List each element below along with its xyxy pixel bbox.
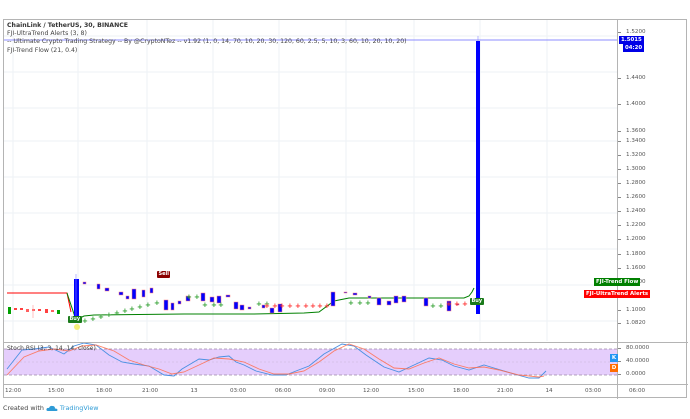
stoch-rsi-pane[interactable]: Stoch RSI (3, 3, 14, 14, close) [4,342,617,385]
time-tick: 21:00 [141,388,159,394]
svg-text:+: + [90,315,96,323]
svg-text:+: + [287,302,293,310]
price-chart-canvas: + + + + + + + + + ++ + + + + + + + + + + + + + + + + + + +… [4,20,617,341]
trend-flow-label: FJI-Trend Flow [594,278,641,286]
tradingview-cloud-icon [46,405,58,411]
time-tick: 15:00 [407,388,425,394]
rsi-scale[interactable]: 80.0000 40.0000 0.0000 [617,342,688,385]
price-tick: 1.2800 [618,180,646,186]
svg-text:+: + [129,305,135,313]
svg-text:+: + [462,300,468,308]
time-tick: 21:00 [496,388,514,394]
price-tick: 1.3400 [618,138,646,144]
bar-countdown: 04:20 [623,44,645,52]
rsi-tick: 80.0000 [617,345,650,351]
chart-legend: ChainLink / TetherUS, 30, BINANCE FJI-Ul… [7,22,407,55]
price-tick: 1.4400 [618,75,646,81]
svg-text:+: + [106,311,112,319]
price-tick: 1.5200 [618,29,646,35]
svg-text:+: + [303,302,309,310]
price-tick: 1.2200 [618,222,646,228]
svg-text:+: + [194,293,200,301]
stoch-rsi-canvas [4,343,617,379]
rsi-tick: 0.0000 [618,371,646,377]
stoch-rsi-legend[interactable]: Stoch RSI (3, 3, 14, 14, close) [7,345,96,352]
price-tick: 1.0820 [618,320,646,326]
price-tick: 1.2000 [618,236,646,242]
sell-signal-badge: Sell [157,271,171,278]
time-tick: 03:00 [229,388,247,394]
chart-frame: + + + + + + + + + + + + + + + + + + + + + + + + + + + + + +… [3,19,688,399]
tradingview-brand: TradingView [59,404,99,412]
svg-text:+: + [211,301,217,309]
svg-text:+: + [324,302,330,310]
svg-text:+: + [310,302,316,310]
buy-signal-badge: Buy [68,316,82,323]
indicator-ultratrend[interactable]: FJI-UltraTrend Alerts (3, 8) [7,30,87,38]
price-tick: 1.1600 [618,265,646,271]
footer: Created with TradingView [3,404,99,412]
price-tick: 1.3600 [618,128,646,134]
time-axis[interactable]: 12:00 15:00 18:00 21:00 13 03:00 06:00 0… [4,384,645,399]
price-tick: 1.1800 [618,251,646,257]
rsi-tick: 40.0000 [617,358,650,364]
time-tick: 12:00 [362,388,380,394]
stoch-d-label: D [610,364,618,372]
stoch-k-label: K [610,354,618,362]
ultratrend-label: FJI-UltraTrend Alerts [584,290,651,298]
svg-text:+: + [348,299,354,307]
last-price-label: 1.5015 [619,36,644,44]
time-tick: 06:00 [628,388,646,394]
time-tick: 18:00 [95,388,113,394]
time-tick: 18:00 [452,388,470,394]
time-tick: 12:00 [4,388,22,394]
svg-text:+: + [454,300,460,308]
svg-text:+: + [357,299,363,307]
symbol-title[interactable]: ChainLink / TetherUS, 30, BINANCE [7,22,129,29]
svg-text:+: + [438,302,444,310]
svg-text:+: + [145,301,151,309]
price-tick: 1.2600 [618,194,646,200]
svg-text:+: + [82,317,88,325]
price-tick: 1.3200 [618,152,646,158]
price-tick: 1.1000 [618,307,646,313]
time-tick: 09:00 [318,388,336,394]
svg-text:+: + [446,300,452,308]
svg-text:+: + [295,302,301,310]
svg-text:+: + [114,309,120,317]
indicator-strategy[interactable]: -- Ultimate Crypto Trading Strategy -- B… [7,38,407,46]
svg-text:+: + [272,302,278,310]
svg-text:+: + [279,302,285,310]
price-pane[interactable]: + + + + + + + + + + + + + + + + + + + + + + + + + + + + + +… [4,20,617,341]
svg-text:+: + [430,302,436,310]
time-tick: 13 [190,388,198,394]
time-tick: 06:00 [274,388,292,394]
svg-text:+: + [137,303,143,311]
svg-text:+: + [317,302,323,310]
created-with-text: Created with [3,404,44,412]
svg-text:+: + [264,302,270,310]
svg-text:+: + [98,313,104,321]
price-tick: 1.3000 [618,166,646,172]
time-tick: 03:00 [584,388,602,394]
svg-text:+: + [122,307,128,315]
svg-text:+: + [186,293,192,301]
svg-text:+: + [218,301,224,309]
time-tick: 14 [545,388,553,394]
svg-text:+: + [202,301,208,309]
price-tick: 1.4000 [618,101,646,107]
buy-signal-badge-2: Buy [470,298,484,305]
svg-text:+: + [365,299,371,307]
price-tick: 1.2400 [618,208,646,214]
indicator-trend-flow[interactable]: FJI-Trend Flow (21, 0.4) [7,46,78,54]
time-axis-corner [617,384,688,399]
tradingview-link[interactable]: TradingView [46,404,99,412]
time-tick: 15:00 [47,388,65,394]
svg-text:+: + [256,300,262,308]
svg-text:+: + [264,300,270,308]
svg-text:+: + [154,299,160,307]
